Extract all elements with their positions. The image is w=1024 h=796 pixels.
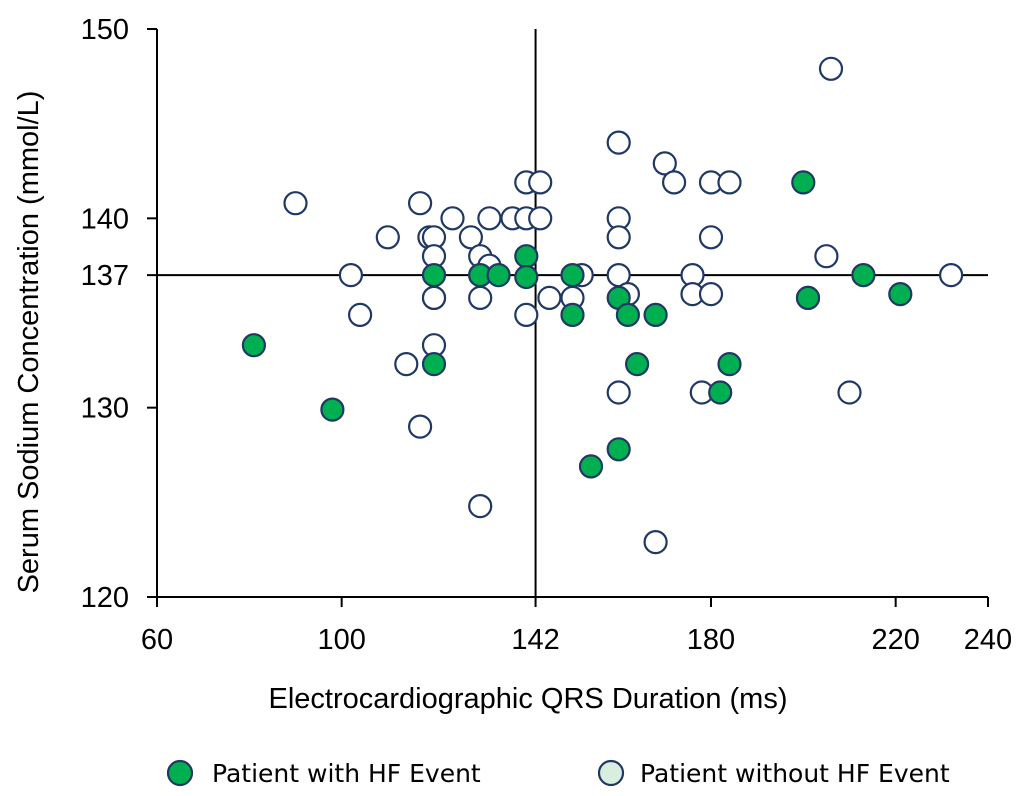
data-point (514, 244, 539, 269)
data-point (408, 414, 433, 439)
data-point (514, 302, 539, 327)
y-tick-label: 120 (81, 582, 129, 614)
data-point (795, 285, 821, 310)
x-tick-label: 100 (317, 624, 365, 656)
legend-label-hf-event: Patient with HF Event (212, 759, 481, 788)
data-point (717, 352, 742, 377)
tick-labels: 120 130 137 140 150 60 100 142 180 220 240 (81, 14, 1013, 656)
data-point (560, 263, 585, 288)
data-point (320, 397, 345, 422)
x-tick-label: 180 (687, 624, 735, 656)
data-point (537, 285, 562, 310)
data-point (375, 225, 400, 250)
data-point (938, 263, 964, 288)
legend-label-no-hf-event: Patient without HF Event (640, 759, 950, 788)
data-point (624, 352, 650, 377)
data-point (698, 225, 724, 250)
data-point (606, 130, 631, 155)
data-point (408, 191, 433, 216)
data-point (486, 263, 511, 288)
y-axis-title: Serum Sodium Concentration (mmol/L) (13, 91, 45, 594)
axes (147, 28, 989, 607)
data-point (708, 380, 733, 405)
legend-marker-hf-event (166, 759, 194, 787)
data-point (851, 263, 876, 288)
data-point (458, 225, 483, 250)
legend: Patient with HF Event Patient without HF… (166, 759, 950, 788)
data-point (421, 263, 447, 288)
data-point (643, 302, 668, 327)
data-point (283, 191, 308, 216)
data-point (528, 206, 553, 231)
y-tick-label: 137 (81, 260, 129, 292)
legend-marker-no-hf-event (597, 759, 625, 787)
series-hf-event (241, 170, 913, 479)
data-point (338, 263, 363, 288)
data-point (717, 170, 742, 195)
x-tick-label: 220 (871, 624, 919, 656)
data-point (468, 494, 493, 519)
data-point (468, 285, 493, 310)
x-axis-title: Electrocardiographic QRS Duration (ms) (269, 683, 788, 715)
data-point (661, 170, 687, 195)
y-tick-label: 130 (81, 393, 129, 425)
data-point (888, 282, 913, 307)
data-point (421, 285, 447, 310)
data-point (528, 170, 553, 195)
x-tick-label: 60 (141, 624, 173, 656)
y-tick-label: 140 (81, 203, 129, 235)
x-tick-label: 142 (511, 624, 559, 656)
y-tick-label: 150 (81, 14, 129, 46)
data-point (615, 302, 641, 327)
data-point (440, 206, 465, 231)
data-point (814, 244, 839, 269)
data-point (514, 264, 539, 290)
data-point (652, 151, 677, 176)
data-point (394, 352, 419, 377)
data-point (818, 56, 844, 81)
data-point (348, 302, 373, 327)
data-point (477, 206, 502, 231)
data-point (643, 529, 668, 555)
data-point (698, 282, 724, 307)
data-point (606, 437, 631, 462)
x-tick-label: 240 (964, 624, 1012, 656)
data-point (791, 170, 816, 195)
data-point (421, 352, 447, 377)
data-point (606, 225, 631, 250)
data-point (560, 302, 585, 327)
data-point (578, 454, 604, 479)
data-point (837, 380, 862, 405)
data-point (241, 333, 266, 358)
data-points (241, 56, 964, 555)
data-point (606, 380, 631, 405)
